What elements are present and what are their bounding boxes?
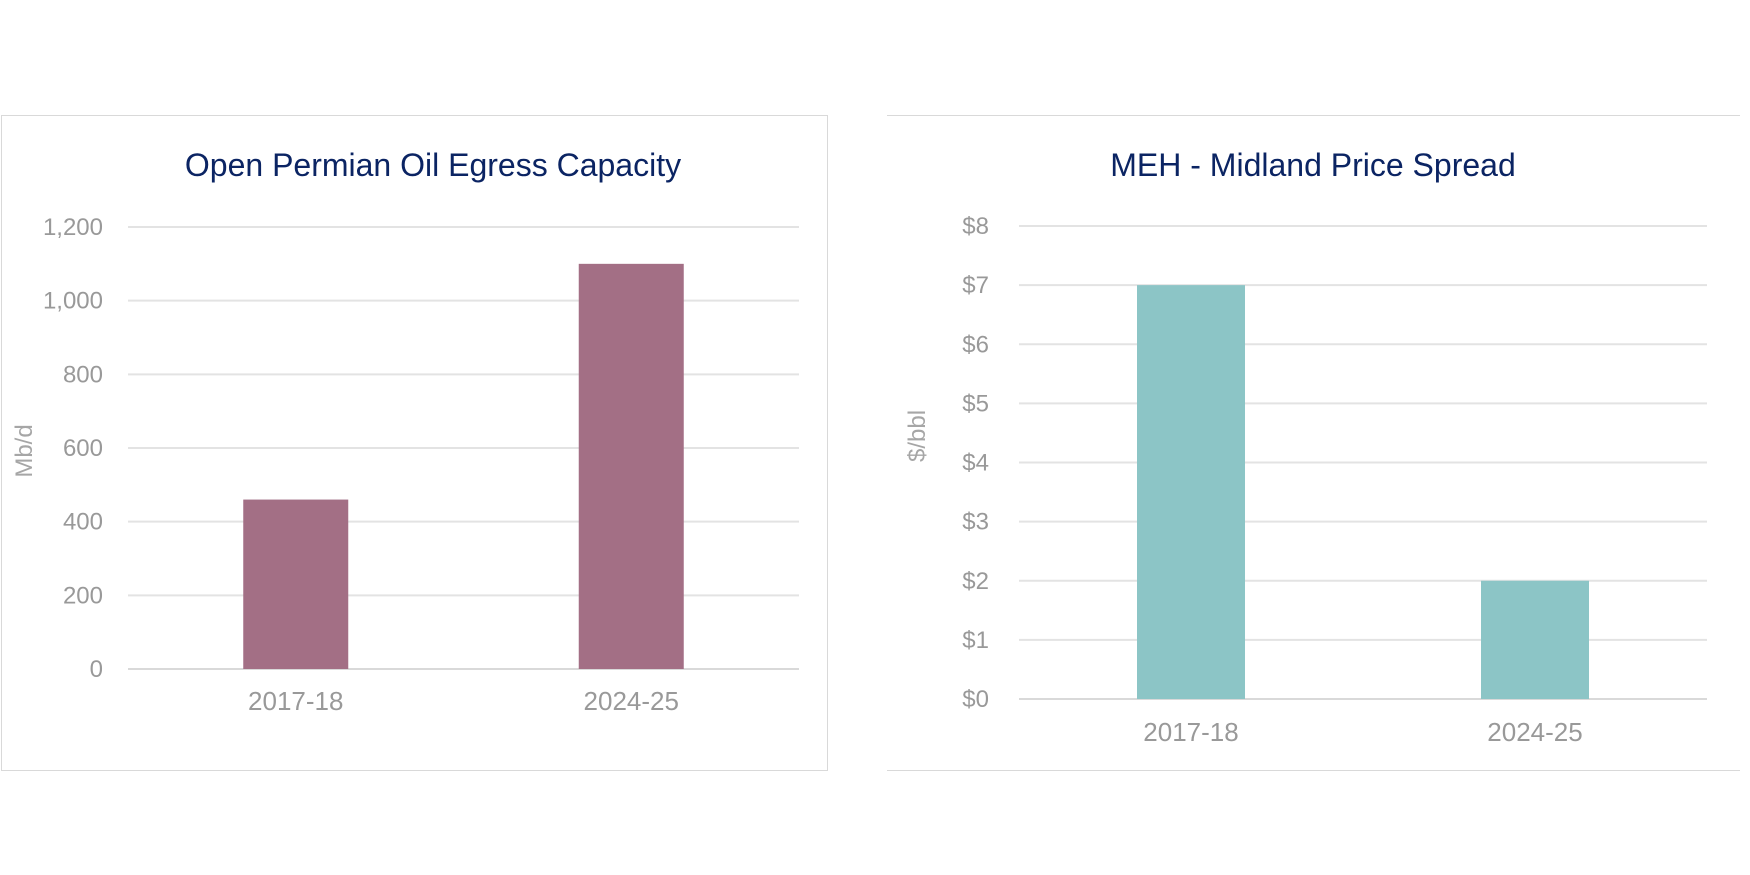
y-tick-label: 1,200 [43, 214, 103, 241]
x-tick-label: 2017-18 [248, 686, 343, 716]
y-tick-label: $7 [962, 272, 989, 299]
chart-title: Open Permian Oil Egress Capacity [185, 147, 681, 183]
chart-price-spread: MEH - Midland Price Spread $/bbl $0 $1 $2 $… [904, 147, 1707, 747]
y-tick-label: 400 [63, 509, 103, 536]
y-tick-label: $0 [962, 686, 989, 713]
y-tick-label: $2 [962, 568, 989, 595]
y-tick-label: 600 [63, 435, 103, 462]
y-tick-label: 800 [63, 361, 103, 388]
y-tick-label: 0 [90, 656, 103, 683]
y-axis-title: $/bbl [904, 410, 931, 462]
bar-2017-18 [1137, 285, 1245, 699]
y-axis-title: Mb/d [11, 424, 38, 477]
x-tick-label: 2017-18 [1143, 717, 1238, 747]
bar-2024-25 [1481, 580, 1589, 699]
bar-2017-18 [243, 499, 349, 669]
x-tick-label: 2024-25 [584, 686, 679, 716]
chart-panel-price-spread: MEH - Midland Price Spread $/bbl $0 $1 $2 $… [887, 115, 1740, 771]
y-tick-label: 1,000 [43, 288, 103, 315]
chart-egress-capacity: Open Permian Oil Egress Capacity Mb/d 0 2… [11, 147, 799, 716]
y-tick-label: $8 [962, 213, 989, 240]
y-tick-label: $6 [962, 331, 989, 358]
chart-panel-egress-capacity: Open Permian Oil Egress Capacity Mb/d 0 2… [1, 115, 828, 771]
y-tick-label: $1 [962, 627, 989, 654]
x-tick-label: 2024-25 [1487, 717, 1582, 747]
y-tick-label: $4 [962, 450, 989, 477]
bar-2024-25 [578, 263, 684, 669]
y-tick-label: 200 [63, 582, 103, 609]
y-tick-label: $5 [962, 390, 989, 417]
y-tick-label: $3 [962, 509, 989, 536]
chart-title: MEH - Midland Price Spread [1110, 147, 1515, 183]
